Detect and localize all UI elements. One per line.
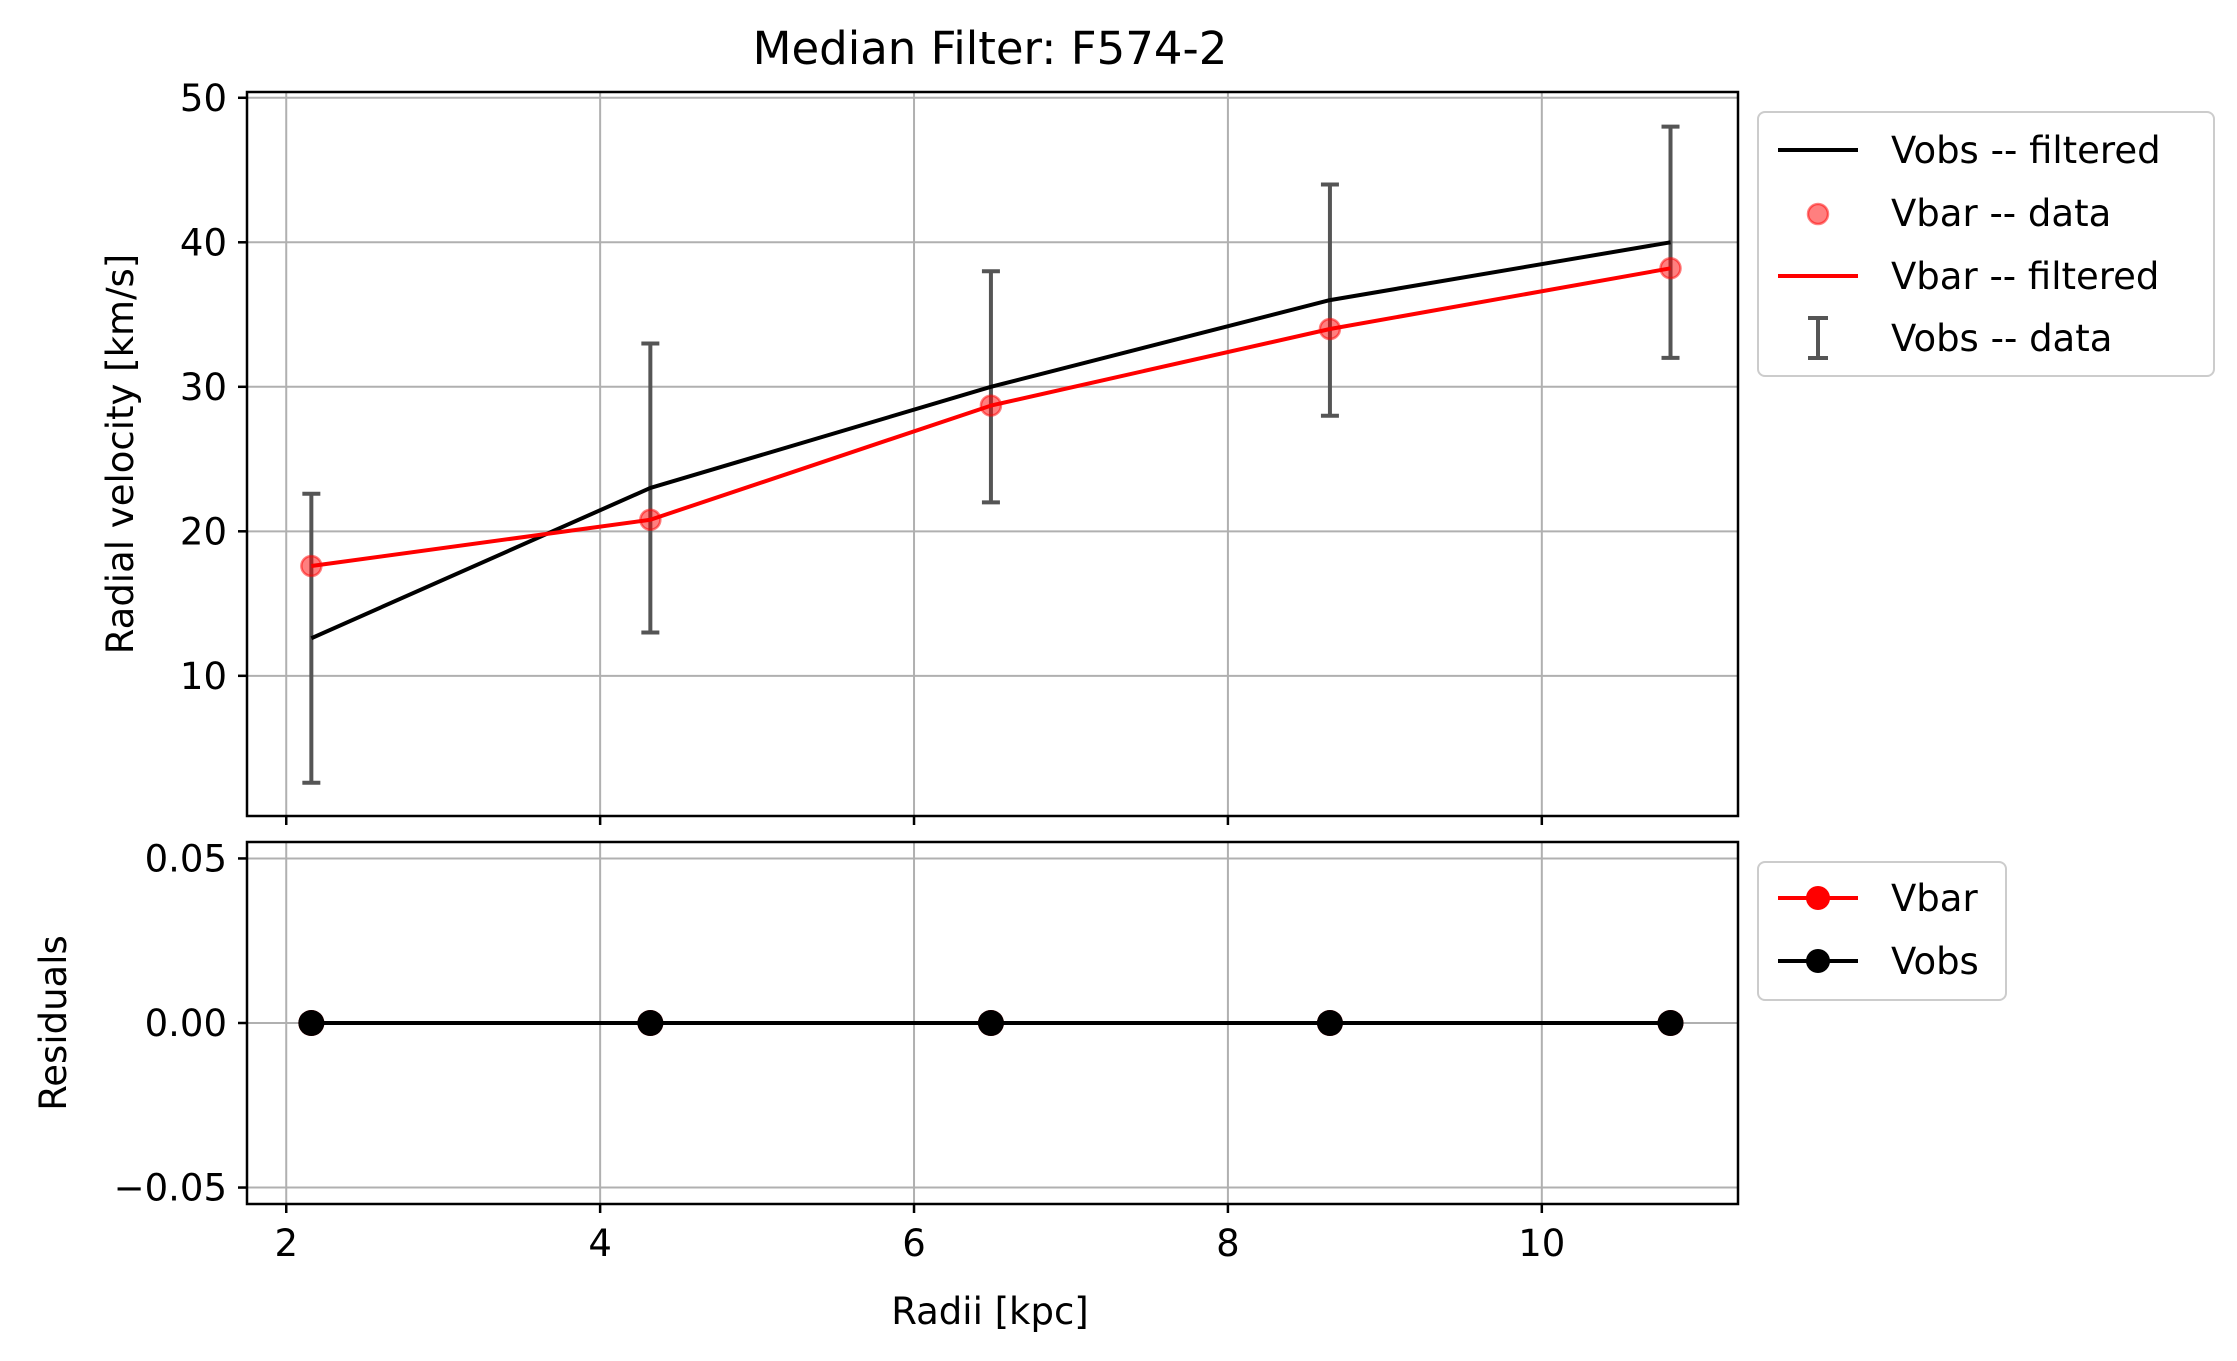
- top-y-ticks: 10 20 30 40 50: [180, 77, 247, 698]
- vobs-filtered-line: [310, 240, 1671, 641]
- residual-vobs-point: [637, 1010, 664, 1036]
- series-vobs-filtered: [310, 240, 1671, 641]
- top-chart-title: Median Filter: F574-2: [753, 22, 1228, 75]
- legend-vobs-label: Vobs: [1891, 940, 1979, 983]
- bottom-panel: 0.05 0.00 −0.05 2 4 6 8 10 Radii [kpc] Residua…: [32, 837, 2007, 1333]
- legend-vobs-data-label: Vobs -- data: [1891, 317, 2112, 360]
- top-y-tick-label: 10: [180, 655, 227, 698]
- vbar-data-point: [979, 394, 1003, 417]
- bottom-y-tick-label: 0.05: [145, 837, 227, 880]
- residual-vobs-point: [1316, 1010, 1343, 1036]
- legend-vbar-data-marker-icon: [1806, 202, 1830, 226]
- residual-vobs-point: [1657, 1010, 1684, 1036]
- bottom-legend: Vbar Vobs: [1757, 861, 2007, 1001]
- bottom-y-axis-label: Residuals: [32, 935, 75, 1111]
- vbar-data-point: [1659, 257, 1682, 280]
- bottom-x-ticks: 2 4 6 8 10: [274, 1204, 1565, 1265]
- vbar-data-point: [300, 554, 323, 578]
- legend-vobs-marker-icon: [1806, 949, 1830, 973]
- legend-vbar-label: Vbar: [1891, 877, 1978, 920]
- bottom-y-tick-label: 0.00: [145, 1002, 227, 1045]
- top-x-ticks: [284, 816, 1544, 825]
- legend-errorbar-icon: [1808, 316, 1828, 360]
- legend-vbar-marker-icon: [1806, 886, 1830, 910]
- residual-vobs-point: [298, 1010, 325, 1036]
- x-tick-label: 6: [902, 1222, 926, 1265]
- x-tick-label: 10: [1518, 1222, 1565, 1265]
- top-legend: Vobs -- filtered Vbar -- data Vbar -- fi…: [1757, 111, 2215, 377]
- top-y-tick-label: 20: [180, 510, 227, 553]
- x-tick-label: 4: [588, 1222, 612, 1265]
- top-y-tick-label: 30: [180, 366, 227, 409]
- legend-vbar-data-label: Vbar -- data: [1891, 192, 2111, 235]
- top-panel: Median Filter: F574-2 10 20 30 40 50 Radial …: [99, 22, 2215, 825]
- residual-vobs-point: [977, 1010, 1004, 1036]
- bottom-series: [298, 1010, 1684, 1036]
- x-tick-label: 8: [1216, 1222, 1240, 1265]
- x-tick-label: 2: [274, 1222, 298, 1265]
- top-legend-box: [1757, 111, 2215, 377]
- vbar-data-point: [639, 508, 662, 532]
- residual-series-vobs: [298, 1010, 1684, 1036]
- series-vbar-data: [300, 257, 1682, 578]
- bottom-y-ticks: 0.05 0.00 −0.05: [114, 837, 247, 1210]
- top-series: [300, 124, 1682, 785]
- top-y-tick-label: 50: [180, 77, 227, 120]
- top-y-axis-label: Radial velocity [km/s]: [99, 254, 142, 655]
- bottom-y-tick-label: −0.05: [114, 1167, 227, 1210]
- legend-vbar-filtered-label: Vbar -- filtered: [1891, 255, 2159, 298]
- top-y-tick-label: 40: [180, 221, 227, 264]
- legend-vobs-filtered-label: Vobs -- filtered: [1891, 129, 2161, 172]
- x-axis-label: Radii [kpc]: [891, 1290, 1089, 1333]
- top-axes-frame: [245, 90, 1740, 818]
- vbar-data-point: [1318, 317, 1342, 341]
